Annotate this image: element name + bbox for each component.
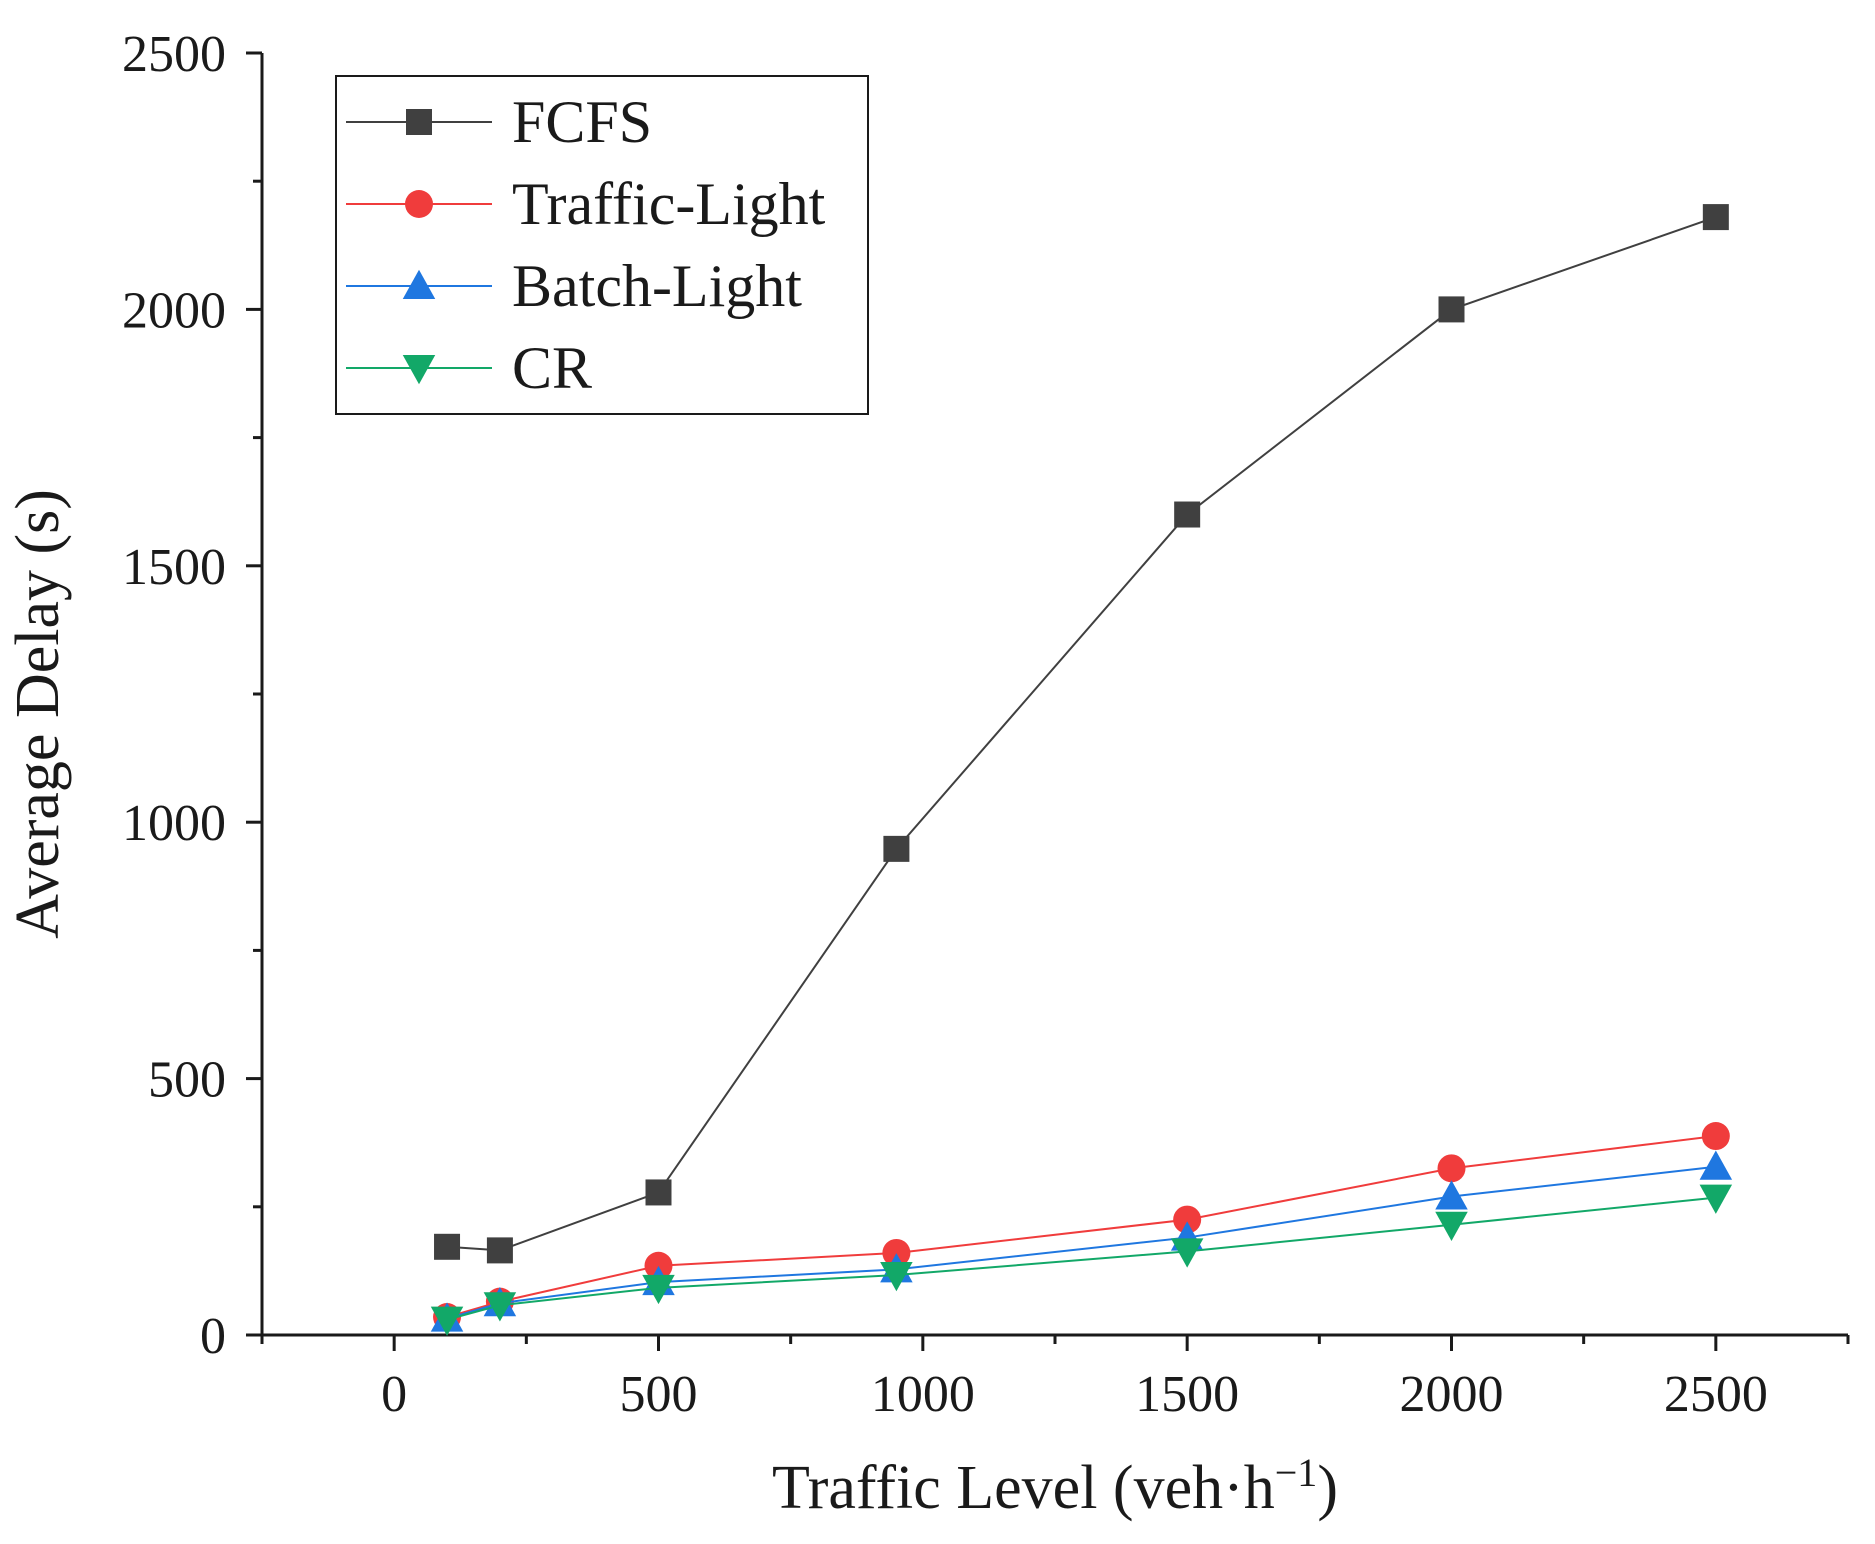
x-axis-title: Traffic Level (veh·h−1) xyxy=(772,1450,1338,1522)
data-point-traffic-light xyxy=(1173,1205,1202,1234)
x-tick-label: 1500 xyxy=(1135,1366,1239,1423)
y-axis-title: Average Delay (s) xyxy=(4,489,72,939)
legend-marker xyxy=(405,190,433,218)
data-point-cr xyxy=(1170,1238,1204,1268)
data-point-fcfs xyxy=(1438,296,1465,323)
series-layer xyxy=(430,204,1733,1336)
legend-items: FCFS Traffic-Light Batch-Light CR xyxy=(346,89,826,401)
series-cr xyxy=(430,1184,1733,1336)
x-tick-label: 2000 xyxy=(1400,1366,1504,1423)
x-tick-label: 0 xyxy=(381,1366,407,1423)
data-point-traffic-light xyxy=(1701,1122,1730,1151)
data-point-cr xyxy=(1699,1184,1733,1214)
data-point-batch-light xyxy=(1699,1150,1733,1180)
data-point-cr xyxy=(880,1262,913,1292)
data-point-traffic-light xyxy=(882,1238,911,1267)
data-point-fcfs xyxy=(1174,501,1201,528)
legend-marker xyxy=(406,109,432,135)
legend-item-cr: CR xyxy=(346,335,592,401)
y-tick-label: 500 xyxy=(148,1052,226,1109)
y-tick-label: 2000 xyxy=(122,282,226,339)
legend-label: FCFS xyxy=(512,89,652,155)
y-axis-ticks: 0 500 1000 1500 2000 2500 xyxy=(122,26,262,1365)
data-point-cr xyxy=(1435,1211,1468,1241)
data-point-traffic-light xyxy=(644,1251,673,1280)
x-tick-label: 1000 xyxy=(871,1366,975,1423)
axes: 0 500 1000 1500 2000 2500 0 500 1000 1500 2000 250… xyxy=(122,26,1850,1423)
data-point-cr xyxy=(483,1292,517,1322)
legend-item-batch-light: Batch-Light xyxy=(346,253,802,319)
legend-label: Batch-Light xyxy=(512,253,802,319)
x-axis-ticks: 0 500 1000 1500 2000 2500 xyxy=(260,1335,1850,1423)
data-point-fcfs xyxy=(645,1179,672,1206)
data-point-fcfs xyxy=(883,835,910,862)
data-point-cr xyxy=(642,1274,675,1305)
x-axis-title-superscript: −1 xyxy=(1275,1450,1318,1495)
legend-item-traffic-light: Traffic-Light xyxy=(346,171,826,237)
data-point-fcfs xyxy=(486,1237,513,1264)
y-tick-label: 0 xyxy=(200,1308,226,1365)
x-axis-title-suffix: ) xyxy=(1317,1454,1338,1522)
x-tick-label: 2500 xyxy=(1664,1366,1768,1423)
legend: FCFS Traffic-Light Batch-Light CR xyxy=(335,75,869,415)
y-tick-label: 1000 xyxy=(122,795,226,852)
y-tick-label: 2500 xyxy=(122,26,226,83)
series-line-batch-light xyxy=(446,1165,1716,1320)
data-point-fcfs xyxy=(1702,204,1729,231)
x-tick-label: 500 xyxy=(620,1366,698,1423)
legend-marker xyxy=(402,269,436,299)
data-point-batch-light xyxy=(1435,1180,1468,1210)
legend-label: Traffic-Light xyxy=(512,171,826,237)
legend-label: CR xyxy=(512,335,592,401)
series-traffic-light xyxy=(433,1122,1730,1332)
legend-item-fcfs: FCFS xyxy=(346,89,652,155)
series-line-cr xyxy=(446,1196,1716,1321)
legend-marker xyxy=(402,355,436,385)
series-batch-light xyxy=(430,1150,1733,1332)
data-point-fcfs xyxy=(434,1233,461,1260)
data-point-cr xyxy=(430,1306,464,1336)
y-tick-label: 1500 xyxy=(122,539,226,596)
series-fcfs xyxy=(434,204,1729,1264)
data-point-traffic-light xyxy=(1437,1154,1466,1183)
x-axis-title-main: Traffic Level (veh·h xyxy=(772,1454,1275,1522)
